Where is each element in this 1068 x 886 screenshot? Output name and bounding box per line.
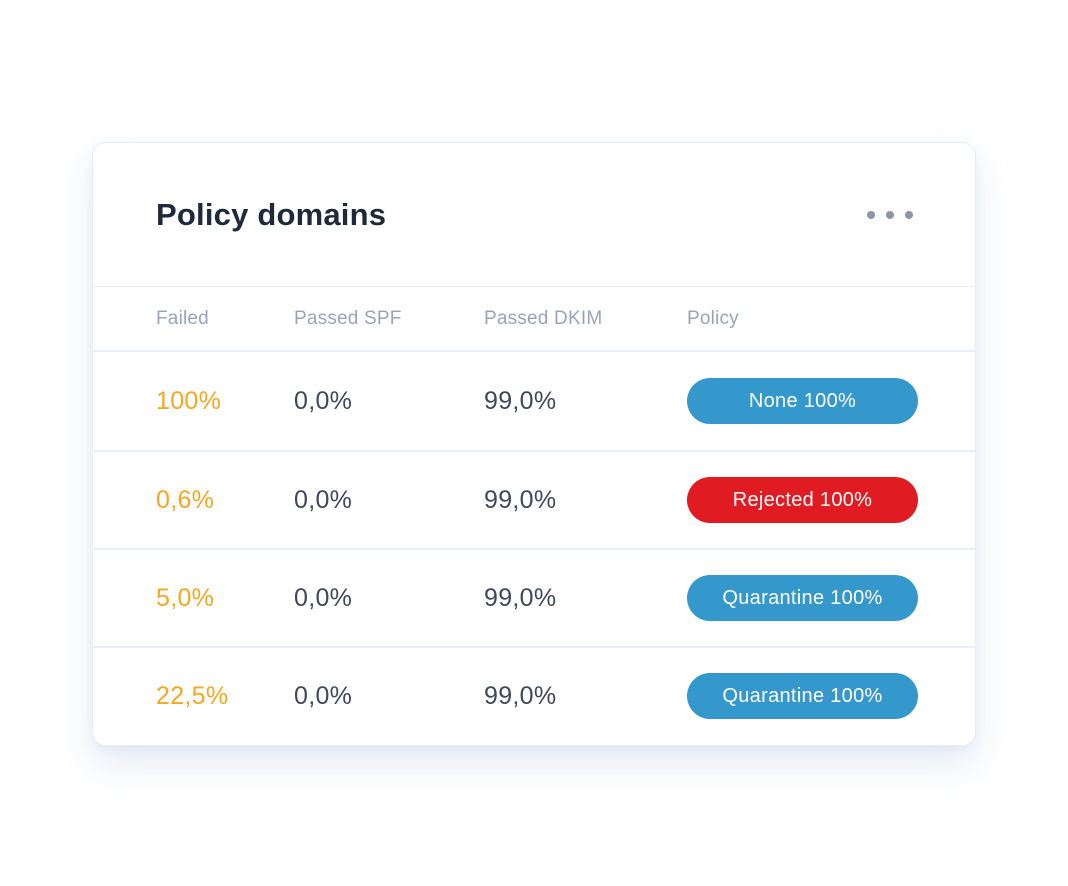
table-header-row: Failed Passed SPF Passed DKIM Policy xyxy=(93,287,975,352)
dot xyxy=(886,210,894,219)
cell-passed-spf: 0,0% xyxy=(294,583,353,612)
cell-passed-dkim: 99,0% xyxy=(484,583,557,612)
dot xyxy=(905,210,913,219)
column-header-passed-spf: Passed SPF xyxy=(294,307,402,329)
column-header-failed: Failed xyxy=(156,307,209,329)
cell-failed: 100% xyxy=(156,386,222,415)
table-row: 5,0% 0,0% 99,0% Quarantine 100% xyxy=(93,548,975,646)
cell-passed-dkim: 99,0% xyxy=(484,386,557,415)
cell-failed: 22,5% xyxy=(156,681,229,710)
cell-failed: 5,0% xyxy=(156,583,215,612)
cell-passed-spf: 0,0% xyxy=(294,386,353,415)
column-header-policy: Policy xyxy=(687,307,739,329)
table-row: 0,6% 0,0% 99,0% Rejected 100% xyxy=(93,450,975,548)
policy-badge: None 100% xyxy=(687,378,918,424)
page-title: Policy domains xyxy=(156,196,387,232)
cell-passed-spf: 0,0% xyxy=(294,681,353,710)
table-row: 100% 0,0% 99,0% None 100% xyxy=(93,352,975,450)
policy-badge: Quarantine 100% xyxy=(687,673,918,719)
policy-badge: Rejected 100% xyxy=(687,477,918,523)
cell-failed: 0,6% xyxy=(156,485,215,514)
cell-passed-dkim: 99,0% xyxy=(484,681,557,710)
card-header: Policy domains xyxy=(93,143,975,287)
cell-passed-dkim: 99,0% xyxy=(484,485,557,514)
dot xyxy=(867,210,875,219)
ellipsis-menu-icon[interactable] xyxy=(865,203,915,227)
column-header-passed-dkim: Passed DKIM xyxy=(484,307,603,329)
table-row: 22,5% 0,0% 99,0% Quarantine 100% xyxy=(93,646,975,744)
policy-badge: Quarantine 100% xyxy=(687,575,918,621)
policy-domains-card: Policy domains Failed Passed SPF Passed … xyxy=(92,142,976,746)
cell-passed-spf: 0,0% xyxy=(294,485,353,514)
